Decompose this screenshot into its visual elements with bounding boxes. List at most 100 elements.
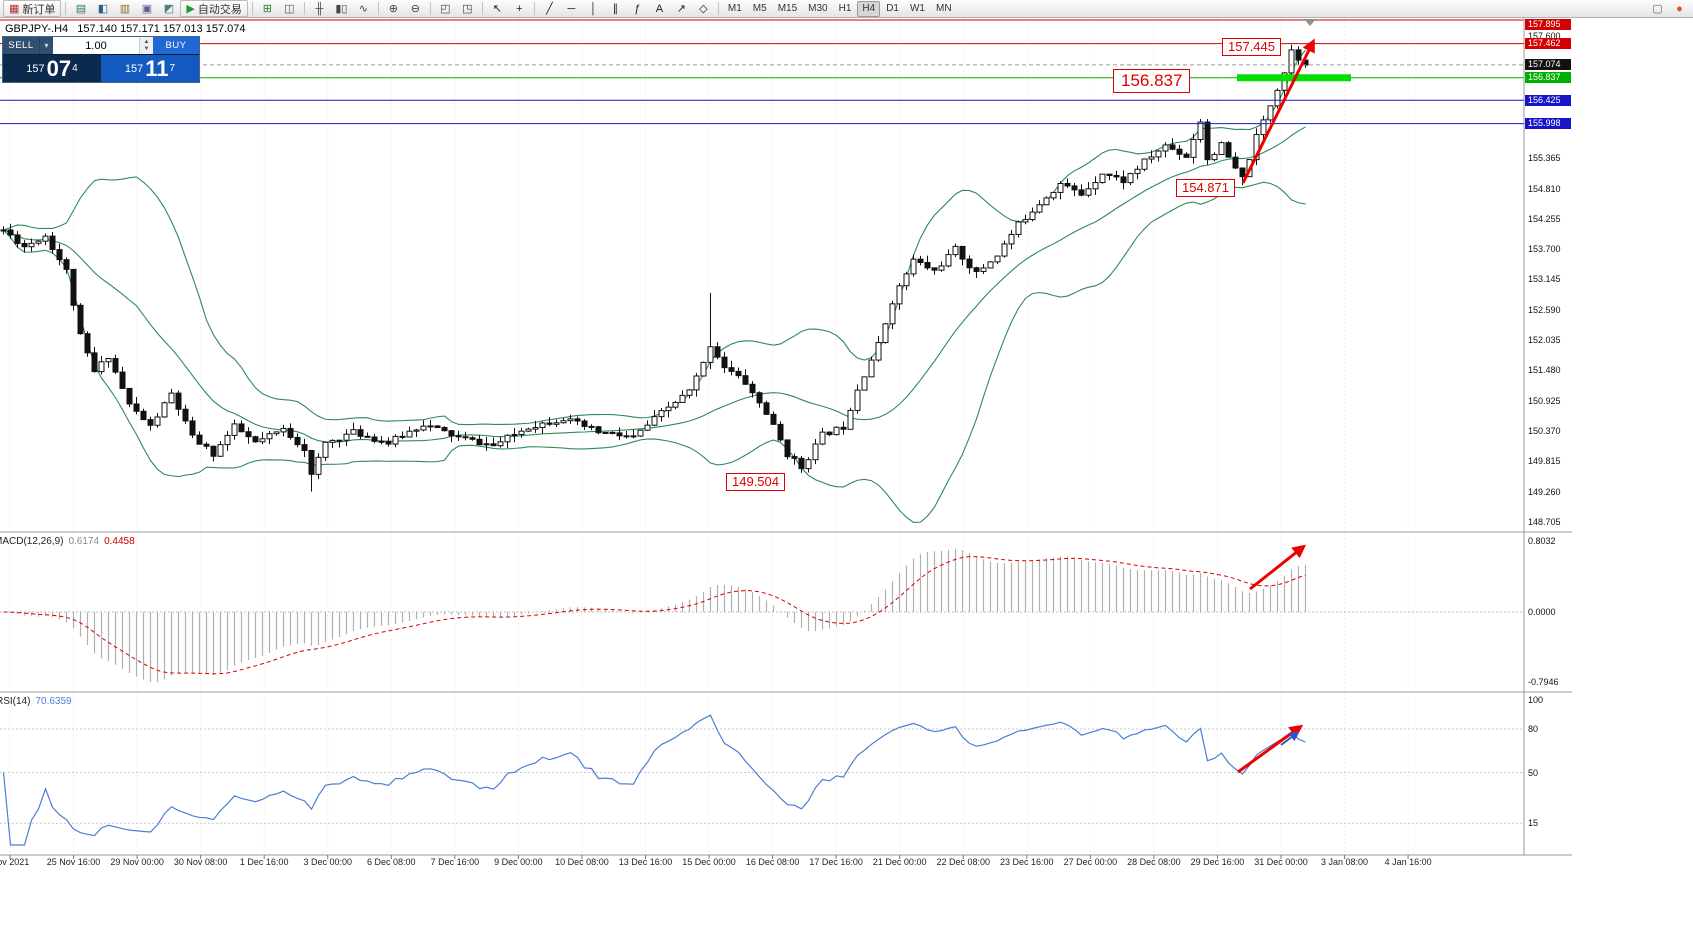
toolbar-separator xyxy=(377,2,379,15)
tile-windows-icon[interactable]: ◰ xyxy=(435,0,456,17)
channel-icon: ∥ xyxy=(612,3,619,15)
macd-signal-value: 0.4458 xyxy=(104,536,135,547)
price-level-badge: 157.074 xyxy=(1525,59,1571,71)
time-axis-label: 10 Dec 08:00 xyxy=(555,857,609,867)
toolbar-separator xyxy=(481,2,483,15)
annotation-swing-low-price[interactable]: 154.871 xyxy=(1176,179,1235,197)
toolbar-separator xyxy=(303,2,305,15)
tile-windows-icon: ◰ xyxy=(440,3,451,15)
new-chart-icon[interactable]: ⊞ xyxy=(257,0,278,17)
macd-main-value: 0.6174 xyxy=(68,536,100,547)
autotrade-button[interactable]: ▶ 自动交易 xyxy=(180,0,248,17)
annotation-target-price[interactable]: 157.445 xyxy=(1222,38,1281,56)
time-axis-label: 29 Dec 16:00 xyxy=(1190,857,1245,867)
toolbar-separator xyxy=(251,2,253,15)
rsi-indicator-label: RSI(14) 70.6359 xyxy=(0,696,72,707)
timeframe-h1-button[interactable]: H1 xyxy=(838,2,852,14)
sell-button[interactable]: SELL xyxy=(3,37,39,54)
timeframe-m15-button[interactable]: M15 xyxy=(777,2,798,14)
arrow-object-icon[interactable]: ↗ xyxy=(671,0,692,17)
cursor-icon[interactable]: ↖ xyxy=(487,0,508,17)
buy-button[interactable]: BUY xyxy=(153,37,199,54)
timeframe-m5-button[interactable]: M5 xyxy=(752,2,767,14)
annotation-entry-price[interactable]: 156.837 xyxy=(1113,69,1191,93)
navigator-icon[interactable]: ▥ xyxy=(114,0,135,17)
candlestick-type-icon[interactable]: ▮▯ xyxy=(331,0,352,17)
timeframe-w1-button[interactable]: W1 xyxy=(909,2,925,14)
time-axis-label: 9 Dec 00:00 xyxy=(494,857,543,867)
crosshair-icon: + xyxy=(516,2,523,15)
symbol-period-label: GBPJPY-.H4 xyxy=(5,23,69,35)
strategy-tester-icon: ◩ xyxy=(163,3,175,15)
zoom-in-icon[interactable]: ⊕ xyxy=(383,0,404,17)
chart-profiles-icon: ◫ xyxy=(284,3,295,15)
community-icon[interactable]: ● xyxy=(1669,0,1690,17)
bar-chart-type-icon: ╫ xyxy=(315,2,324,15)
spin-up-icon[interactable]: ▲ xyxy=(143,38,150,45)
macd-axis-tick: -0.7946 xyxy=(1528,677,1559,688)
rsi-axis-tick: 80 xyxy=(1528,724,1539,734)
shapes-icon[interactable]: ◇ xyxy=(693,0,714,17)
price-scale[interactable]: 157.600 155.365 154.810 154.255 153.700 153.1… xyxy=(1525,0,1595,939)
horizontal-line-icon: ─ xyxy=(567,2,576,15)
price-axis-tick: 149.815 xyxy=(1528,456,1561,467)
volume-stepper[interactable]: ▲ ▼ xyxy=(139,37,153,54)
window-list-icon[interactable]: ▢ xyxy=(1647,0,1668,17)
time-axis-label: 22 Dec 08:00 xyxy=(936,857,991,867)
new-order-icon: ▦ xyxy=(9,3,20,15)
line-chart-type-icon[interactable]: ∿ xyxy=(353,0,374,17)
price-axis-tick: 155.365 xyxy=(1528,153,1561,164)
arrow-object-icon: ↗ xyxy=(676,3,686,15)
time-axis-label: 23 Dec 16:00 xyxy=(1000,857,1054,867)
timeframe-h4-button[interactable]: H4 xyxy=(857,0,881,17)
sell-price-display[interactable]: 157 07 4 xyxy=(3,55,101,82)
buy-price-display[interactable]: 157 11 7 xyxy=(101,55,199,82)
time-axis-label: 27 Dec 00:00 xyxy=(1063,857,1118,867)
horizontal-line-icon[interactable]: ─ xyxy=(561,0,582,17)
vertical-line-icon: │ xyxy=(589,2,597,15)
sell-price-main: 157 xyxy=(26,62,45,75)
trendline-icon[interactable]: ╱ xyxy=(539,0,560,17)
terminal-icon[interactable]: ▣ xyxy=(136,0,157,17)
channel-icon[interactable]: ∥ xyxy=(605,0,626,17)
time-axis-label: 28 Dec 08:00 xyxy=(1127,857,1181,867)
toolbar-separator xyxy=(533,2,535,15)
fibonacci-icon[interactable]: ƒ xyxy=(627,0,648,17)
line-chart-type-icon: ∿ xyxy=(358,3,368,15)
chart-profiles-icon[interactable]: ◫ xyxy=(279,0,300,17)
time-axis-label: 4 Jan 16:00 xyxy=(1384,857,1432,867)
timeframe-m1-button[interactable]: M1 xyxy=(727,2,742,14)
timeframe-d1-button[interactable]: D1 xyxy=(886,2,899,14)
spin-down-icon[interactable]: ▼ xyxy=(143,45,150,52)
annotation-support-price[interactable]: 149.504 xyxy=(726,473,785,491)
macd-name: MACD(12,26,9) xyxy=(0,536,64,547)
toolbar-separator xyxy=(429,2,431,15)
sell-dropdown-icon[interactable]: ▾ xyxy=(39,37,53,54)
volume-input[interactable]: 1.00 xyxy=(53,37,139,54)
strategy-tester-icon[interactable]: ◩ xyxy=(158,0,179,17)
timeframe-m30-button[interactable]: M30 xyxy=(808,2,828,14)
one-click-trading-panel[interactable]: SELL ▾ 1.00 ▲ ▼ BUY 157 07 4 157 11 7 xyxy=(2,36,200,83)
chart-symbol-header: GBPJPY-.H4 157.140 157.171 157.013 157.0… xyxy=(5,23,245,35)
time-axis-label: 30 Nov 08:00 xyxy=(173,857,228,867)
market-watch-icon[interactable]: ▤ xyxy=(70,0,91,17)
zoom-out-icon[interactable]: ⊖ xyxy=(405,0,426,17)
text-label-icon[interactable]: A xyxy=(649,0,670,17)
price-axis-tick: 152.590 xyxy=(1528,304,1561,315)
market-watch-icon: ▤ xyxy=(75,3,87,15)
timeframe-mn-button[interactable]: MN xyxy=(935,2,952,14)
cascade-windows-icon[interactable]: ◳ xyxy=(457,0,478,17)
vertical-line-icon[interactable]: │ xyxy=(583,0,604,17)
price-axis-tick: 149.260 xyxy=(1528,486,1561,497)
time-axis-label: Nov 2021 xyxy=(0,857,30,867)
price-level-badge: 156.837 xyxy=(1525,72,1571,84)
rsi-value: 70.6359 xyxy=(35,696,72,707)
data-window-icon[interactable]: ◧ xyxy=(92,0,113,17)
new-order-button[interactable]: ▦ 新订单 xyxy=(3,0,62,17)
fibonacci-icon: ƒ xyxy=(634,2,641,15)
bar-chart-type-icon[interactable]: ╫ xyxy=(309,0,330,17)
crosshair-icon[interactable]: + xyxy=(509,0,530,17)
time-axis-label: 25 Nov 16:00 xyxy=(46,857,101,867)
time-axis[interactable]: Nov 2021 25 Nov 16:00 29 Nov 00:00 30 Nov 0… xyxy=(0,856,1693,870)
